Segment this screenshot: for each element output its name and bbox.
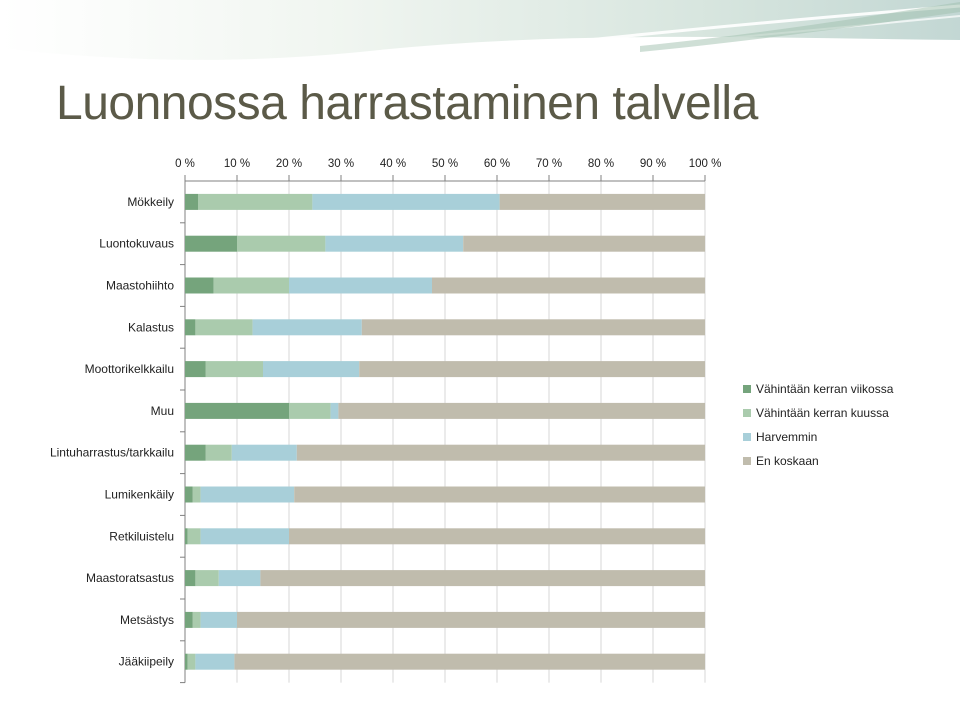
x-tick-label: 10 % xyxy=(224,158,250,170)
bar-segment-1 xyxy=(185,235,237,252)
bar-segment-1 xyxy=(185,193,198,210)
bar-segment-2 xyxy=(205,361,263,378)
bar-segment-3 xyxy=(195,653,235,670)
category-label: Jääkiipeily xyxy=(119,655,174,669)
header-wave-accent xyxy=(640,2,960,52)
bar-segment-1 xyxy=(185,486,193,503)
bar-segment-4 xyxy=(432,277,705,294)
legend-swatch xyxy=(743,385,751,393)
bar-segment-4 xyxy=(338,402,705,419)
bar-segment-2 xyxy=(187,528,201,545)
page-title: Luonnossa harrastaminen talvella xyxy=(56,77,758,130)
bar-segment-4 xyxy=(237,611,705,628)
bar-segment-2 xyxy=(237,235,326,252)
bar-segment-1 xyxy=(185,277,214,294)
bar-segment-1 xyxy=(185,402,289,419)
category-label: Moottorikelkkailu xyxy=(85,362,174,376)
bar-segment-3 xyxy=(289,277,432,294)
header-wave-line xyxy=(419,4,960,60)
x-tick-label: 100 % xyxy=(689,158,722,170)
bar-segment-4 xyxy=(289,528,705,545)
bar-segment-3 xyxy=(330,402,339,419)
bar-segment-4 xyxy=(463,235,705,252)
category-label: Maastoratsastus xyxy=(86,571,174,585)
bar-segment-2 xyxy=(213,277,289,294)
bar-segment-2 xyxy=(289,402,331,419)
category-label: Lumikenkäily xyxy=(105,488,174,502)
bar-segment-4 xyxy=(294,486,705,503)
bar-segment-2 xyxy=(198,193,313,210)
x-tick-label: 30 % xyxy=(328,158,354,170)
bar-segment-4 xyxy=(296,444,705,461)
bar-segment-2 xyxy=(205,444,232,461)
bar-segment-2 xyxy=(192,486,201,503)
header-wave-band xyxy=(0,0,960,60)
legend-swatch xyxy=(743,433,751,441)
bar-segment-3 xyxy=(252,319,362,336)
bar-segment-1 xyxy=(185,611,193,628)
category-label: Metsästys xyxy=(120,613,174,627)
x-tick-label: 50 % xyxy=(432,158,458,170)
bar-segment-1 xyxy=(185,653,188,670)
legend-label: Vähintään kerran viikossa xyxy=(756,382,894,396)
bar-segment-3 xyxy=(200,528,289,545)
bar-segment-4 xyxy=(260,570,705,587)
x-tick-label: 60 % xyxy=(484,158,510,170)
bar-segment-4 xyxy=(234,653,705,670)
category-label: Retkiluistelu xyxy=(109,529,174,543)
bar-segment-4 xyxy=(499,193,705,210)
x-tick-label: 90 % xyxy=(640,158,666,170)
category-label: Muu xyxy=(151,404,174,418)
legend-label: En koskaan xyxy=(756,454,819,468)
bar-segment-2 xyxy=(187,653,196,670)
bar-segment-3 xyxy=(218,570,261,587)
bar-segment-3 xyxy=(231,444,297,461)
x-tick-label: 0 % xyxy=(175,158,195,170)
x-tick-label: 40 % xyxy=(380,158,406,170)
bar-segment-1 xyxy=(185,319,196,336)
bar-segment-2 xyxy=(195,319,253,336)
bar-segment-3 xyxy=(325,235,464,252)
bar-segment-4 xyxy=(359,361,705,378)
bar-segment-1 xyxy=(185,361,206,378)
legend-swatch xyxy=(743,457,751,465)
bar-segment-3 xyxy=(200,611,237,628)
bar-segment-2 xyxy=(195,570,219,587)
category-label: Maastohiihto xyxy=(106,279,174,293)
bar-segment-2 xyxy=(192,611,201,628)
bar-segment-3 xyxy=(312,193,500,210)
category-label: Lintuharrastus/tarkkailu xyxy=(50,446,174,460)
bar-segment-1 xyxy=(185,528,188,545)
category-label: Mökkeily xyxy=(127,195,174,209)
bar-segment-1 xyxy=(185,570,196,587)
legend-label: Vähintään kerran kuussa xyxy=(756,406,889,420)
x-tick-label: 20 % xyxy=(276,158,302,170)
legend-swatch xyxy=(743,409,751,417)
bar-segment-3 xyxy=(200,486,295,503)
bar-segment-3 xyxy=(263,361,360,378)
category-label: Luontokuvaus xyxy=(99,237,174,251)
category-label: Kalastus xyxy=(128,320,174,334)
legend-label: Harvemmin xyxy=(756,430,817,444)
bar-segment-1 xyxy=(185,444,206,461)
x-tick-label: 70 % xyxy=(536,158,562,170)
bar-segment-4 xyxy=(361,319,705,336)
x-tick-label: 80 % xyxy=(588,158,614,170)
